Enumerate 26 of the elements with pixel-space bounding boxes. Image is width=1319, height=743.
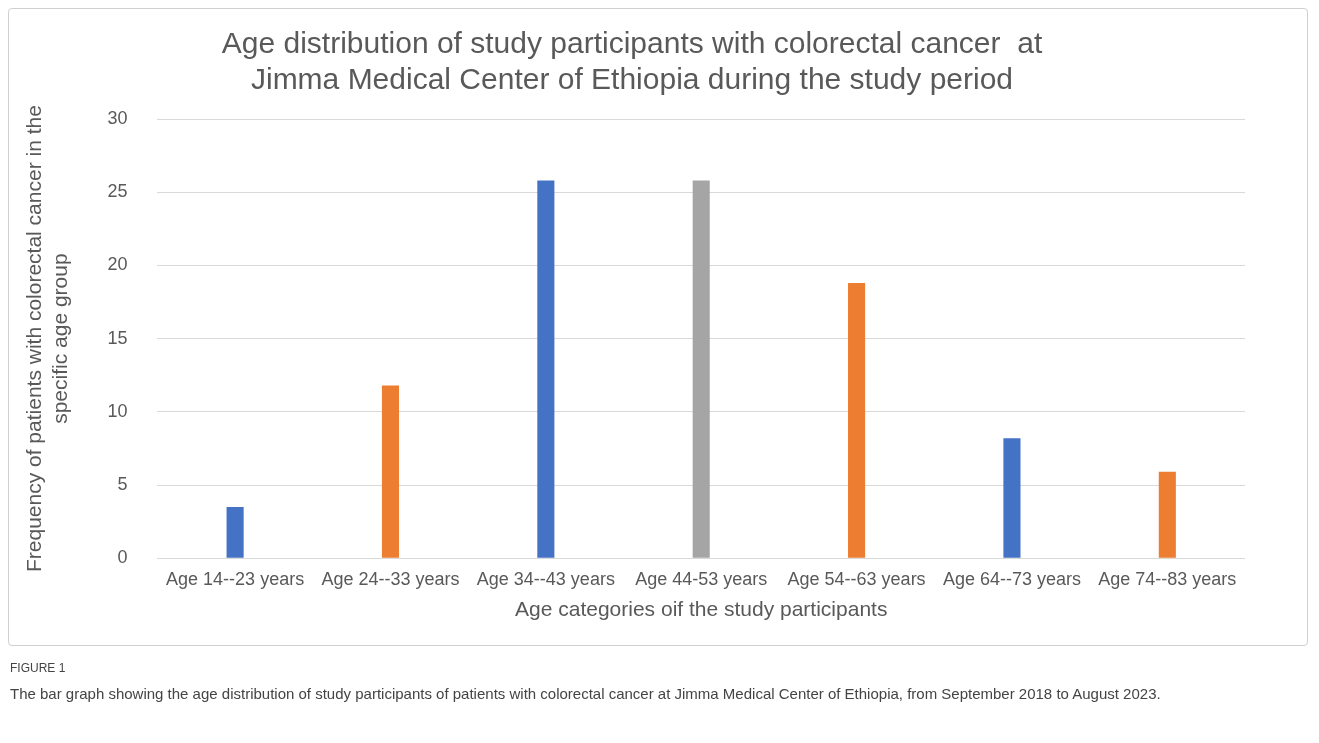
y-tick-label: 25	[107, 181, 128, 202]
caption: FIGURE 1	[9, 660, 67, 677]
text: The bar graph showing the age distribution of study participants of patients with colorectal cancer at Jimma Medical Center of Ethiopia, from September 2018 to August 2023.	[9, 683, 1162, 704]
bar	[1158, 471, 1176, 558]
x-tick-label: Age 14--23 years	[166, 568, 305, 589]
y-tick-label: 15	[107, 327, 128, 348]
x-tick-label: Age 34--43 years	[476, 568, 615, 589]
y-axis-title: Frequency of patients with colorectal cancer in the specific age group	[22, 105, 71, 573]
bar	[692, 180, 710, 558]
bar	[381, 385, 400, 558]
x-axis-title: Age categories oif the study participants	[515, 597, 888, 621]
x-tick-label: Age 74--83 years	[1098, 568, 1237, 589]
y-tick-label: 5	[117, 473, 128, 494]
x-tick-label: Age 44-53 years	[635, 568, 768, 589]
x-tick-label: Age 64--73 years	[942, 568, 1081, 589]
y-tick-label: 10	[107, 400, 128, 421]
y-tick-label: 0	[117, 547, 128, 568]
y-tick-label: 30	[107, 107, 128, 128]
y-tick-label: 20	[107, 254, 128, 275]
bar	[1003, 438, 1021, 558]
chart-title: Age distribution of study participants with colorectal cancer at Jimma Medical Center of Ethiopia during the study period	[221, 26, 1043, 96]
bar	[848, 282, 866, 558]
x-tick-label: Age 54--63 years	[787, 568, 926, 589]
bar	[226, 506, 244, 558]
bar	[537, 180, 555, 558]
x-tick-label: Age 24--33 years	[321, 568, 460, 589]
